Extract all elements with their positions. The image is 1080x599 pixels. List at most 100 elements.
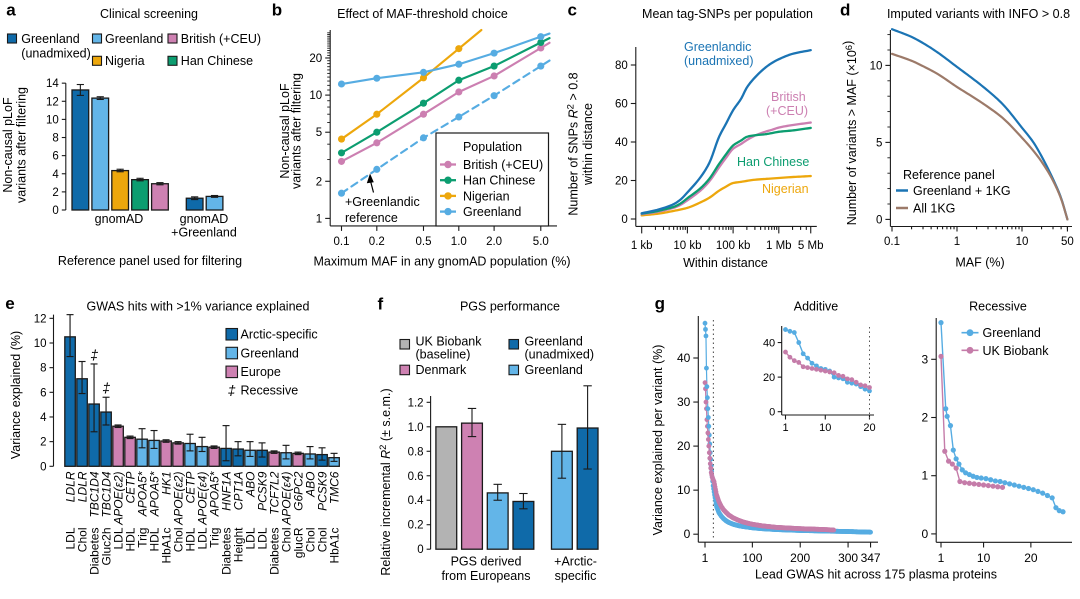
svg-text:Han Chinese: Han Chinese (181, 54, 253, 68)
svg-text:Chol: Chol (171, 528, 185, 553)
svg-text:gnomAD: gnomAD (180, 212, 229, 226)
svg-text:10: 10 (870, 60, 883, 72)
svg-text:Imputed variants with INFO > 0: Imputed variants with INFO > 0.8 (887, 7, 1070, 21)
svg-text:5: 5 (876, 137, 882, 149)
svg-text:CETP: CETP (183, 472, 197, 504)
svg-text:Additive: Additive (794, 300, 839, 314)
svg-text:0: 0 (922, 527, 929, 541)
svg-text:Chol: Chol (75, 528, 89, 553)
svg-text:Diabetes: Diabetes (267, 528, 281, 575)
svg-text:Denmark: Denmark (416, 363, 467, 377)
svg-text:from Europeans: from Europeans (442, 569, 531, 583)
svg-text:Nigerian: Nigerian (463, 189, 510, 203)
svg-text:8: 8 (52, 133, 58, 145)
svg-text:Lead GWAS hit across 175 plasm: Lead GWAS hit across 175 plasma proteins (755, 568, 997, 582)
svg-text:Clinical screening: Clinical screening (100, 7, 198, 21)
svg-text:1.0: 1.0 (451, 236, 467, 248)
svg-text:5 Mb: 5 Mb (798, 240, 824, 252)
svg-text:UK Biobank: UK Biobank (416, 335, 483, 349)
svg-text:f: f (378, 295, 384, 314)
svg-text:CPT1A: CPT1A (231, 472, 245, 511)
svg-text:HNF1A: HNF1A (219, 472, 233, 511)
svg-text:Number of variants > MAF (×106: Number of variants > MAF (×106) (841, 41, 859, 226)
svg-text:British (+CEU): British (+CEU) (463, 158, 543, 172)
svg-text:0.2: 0.2 (408, 520, 424, 532)
svg-text:1: 1 (922, 469, 929, 483)
svg-text:Diabetes: Diabetes (87, 528, 101, 575)
svg-text:(baseline): (baseline) (416, 348, 471, 362)
svg-text:within distance: within distance (581, 103, 595, 186)
svg-text:0: 0 (40, 461, 46, 473)
svg-text:1 kb: 1 kb (631, 240, 653, 252)
svg-text:Greenland: Greenland (241, 346, 299, 360)
svg-text:b: b (272, 1, 282, 20)
svg-text:LDL: LDL (255, 527, 269, 549)
svg-text:Effect of MAF-threshold choice: Effect of MAF-threshold choice (337, 7, 508, 21)
svg-text:10: 10 (677, 483, 691, 497)
svg-text:CETP: CETP (123, 472, 137, 504)
svg-text:TCF7L2: TCF7L2 (267, 471, 281, 515)
svg-text:ABO: ABO (243, 472, 257, 498)
svg-text:(unadmixed): (unadmixed) (525, 348, 594, 362)
svg-text:Chol: Chol (303, 528, 317, 553)
svg-text:HDL: HDL (147, 527, 161, 551)
svg-text:0: 0 (769, 407, 775, 419)
svg-text:(unadmixed): (unadmixed) (21, 47, 90, 61)
svg-text:Greenland: Greenland (21, 32, 79, 46)
svg-text:LDLR: LDLR (63, 471, 77, 502)
svg-text:HDL: HDL (123, 527, 137, 551)
svg-text:Han Chinese: Han Chinese (463, 174, 535, 188)
svg-text:Greenland: Greenland (525, 363, 583, 377)
svg-text:4: 4 (52, 169, 59, 181)
svg-text:PCSK9: PCSK9 (255, 471, 269, 511)
svg-text:40: 40 (763, 338, 775, 350)
svg-text:12: 12 (46, 96, 59, 108)
svg-text:1.2: 1.2 (408, 397, 424, 409)
svg-text:Chol: Chol (279, 528, 293, 553)
svg-text:0.2: 0.2 (369, 236, 385, 248)
svg-text:TMC6: TMC6 (327, 471, 341, 504)
svg-text:0.1: 0.1 (884, 236, 900, 248)
svg-text:PGS derived: PGS derived (451, 555, 522, 569)
svg-text:100 kb: 100 kb (716, 240, 751, 252)
svg-text:0: 0 (52, 205, 58, 217)
svg-text:Greenland + 1KG: Greenland + 1KG (913, 184, 1011, 198)
svg-text:Chol: Chol (315, 528, 329, 553)
svg-text:Recessive: Recessive (241, 384, 299, 398)
svg-text:Recessive: Recessive (969, 300, 1027, 314)
svg-text:Reference panel: Reference panel (903, 168, 995, 182)
svg-text:UK Biobank: UK Biobank (983, 344, 1050, 358)
svg-text:variants after filtering: variants after filtering (290, 73, 304, 189)
svg-text:1: 1 (702, 551, 709, 565)
svg-text:20: 20 (863, 422, 875, 434)
svg-text:HbA1c: HbA1c (159, 528, 173, 564)
svg-text:reference: reference (345, 211, 398, 225)
svg-text:Non-causal pLoF: Non-causal pLoF (1, 97, 15, 193)
svg-text:Nigerian: Nigerian (762, 182, 809, 196)
svg-text:Greenland: Greenland (983, 326, 1041, 340)
svg-text:G6PC2: G6PC2 (291, 471, 305, 511)
svg-text:5.0: 5.0 (533, 236, 549, 248)
svg-text:British: British (771, 90, 806, 104)
svg-text:Height: Height (231, 527, 245, 562)
svg-text:40: 40 (677, 351, 691, 365)
svg-text:‡: ‡ (102, 380, 110, 396)
svg-text:LDLR: LDLR (75, 471, 89, 502)
svg-text:10 kb: 10 kb (673, 240, 701, 252)
svg-text:Maximum MAF in any gnomAD popu: Maximum MAF in any gnomAD population (%) (313, 255, 570, 269)
svg-text:0.5: 0.5 (416, 236, 432, 248)
svg-text:APOE(ε4): APOE(ε4) (279, 472, 293, 526)
svg-text:50: 50 (1061, 236, 1074, 248)
svg-text:200: 200 (790, 551, 810, 565)
svg-text:0.8: 0.8 (408, 446, 424, 458)
svg-text:3: 3 (922, 352, 929, 366)
svg-text:PGS performance: PGS performance (460, 300, 560, 314)
svg-text:British (+CEU): British (+CEU) (181, 32, 261, 46)
svg-text:10: 10 (977, 551, 991, 565)
svg-text:10: 10 (819, 422, 831, 434)
svg-text:specific: specific (555, 569, 597, 583)
svg-text:APOA5*: APOA5* (147, 471, 161, 517)
svg-text:20: 20 (615, 176, 628, 188)
svg-text:Greenland: Greenland (105, 32, 163, 46)
svg-text:0: 0 (876, 214, 882, 226)
